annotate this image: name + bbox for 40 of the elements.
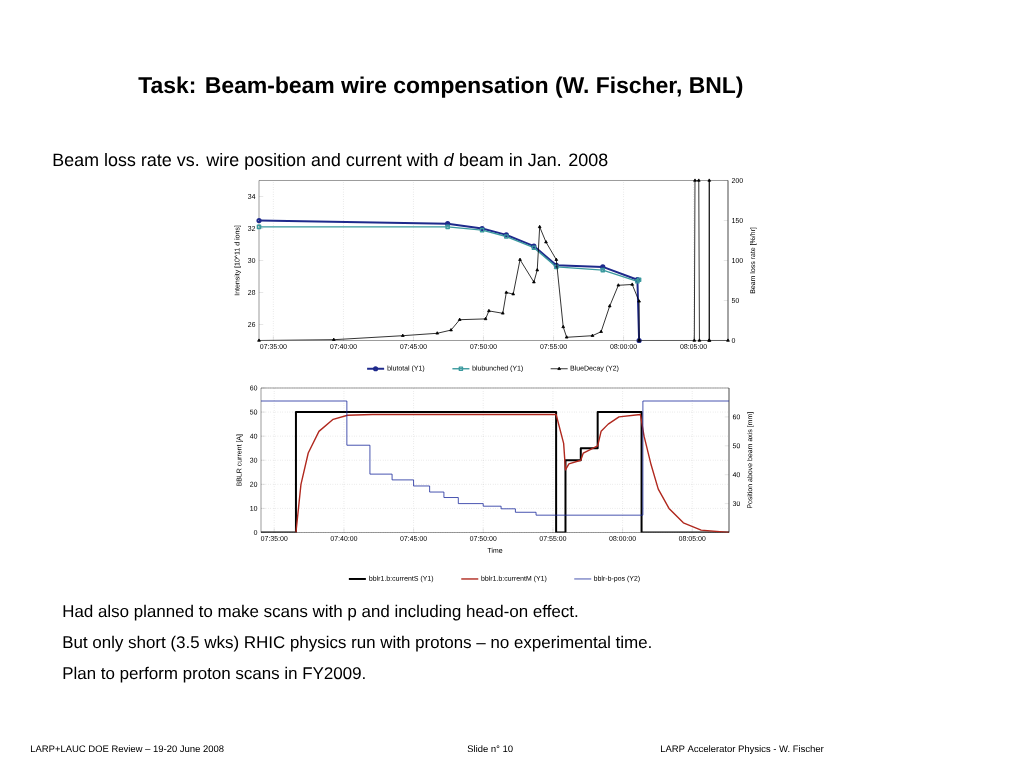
point bbox=[532, 280, 536, 284]
text: But only short (3.5 wks) RHIC physics run with protons – no experimental time. bbox=[63, 635, 651, 652]
point bbox=[504, 290, 509, 294]
point bbox=[637, 299, 641, 303]
point bbox=[435, 331, 440, 335]
point bbox=[535, 268, 540, 272]
text: Had also planned to make scans with p and including head-on effect. bbox=[63, 604, 578, 621]
point bbox=[607, 304, 612, 308]
text: Slide n° 10 bbox=[467, 745, 513, 753]
point bbox=[537, 224, 542, 229]
point bbox=[590, 333, 595, 337]
point bbox=[256, 217, 262, 224]
point bbox=[332, 337, 336, 341]
point bbox=[257, 338, 261, 342]
point bbox=[630, 282, 634, 286]
point bbox=[483, 316, 488, 321]
point bbox=[401, 333, 405, 337]
point bbox=[487, 308, 491, 313]
point bbox=[501, 311, 505, 315]
text: LARP+LAUC DOE Review – 19-20 June 2008 bbox=[30, 745, 224, 753]
text: Plan to perform proton scans in FY2009. bbox=[63, 666, 365, 683]
point bbox=[696, 178, 701, 182]
point bbox=[599, 329, 603, 333]
point bbox=[561, 324, 565, 329]
point bbox=[616, 283, 621, 287]
point bbox=[457, 317, 462, 321]
point bbox=[449, 328, 453, 332]
point bbox=[693, 178, 697, 182]
point bbox=[692, 338, 697, 342]
point bbox=[564, 335, 569, 339]
point bbox=[554, 257, 559, 261]
chart-subtitle: Beam loss rate vs. wire position and current with d beam in Jan. 2008 bbox=[53, 152, 608, 170]
point bbox=[544, 240, 548, 244]
point bbox=[726, 338, 730, 342]
text: LARP Accelerator Physics - W. Fischer bbox=[660, 745, 824, 754]
point bbox=[707, 178, 712, 182]
point bbox=[518, 257, 522, 261]
point bbox=[511, 292, 515, 296]
chart-title: Task: Beam-beam wire compensation (W. Fischer, BNL) bbox=[138, 76, 743, 98]
point bbox=[697, 338, 702, 342]
